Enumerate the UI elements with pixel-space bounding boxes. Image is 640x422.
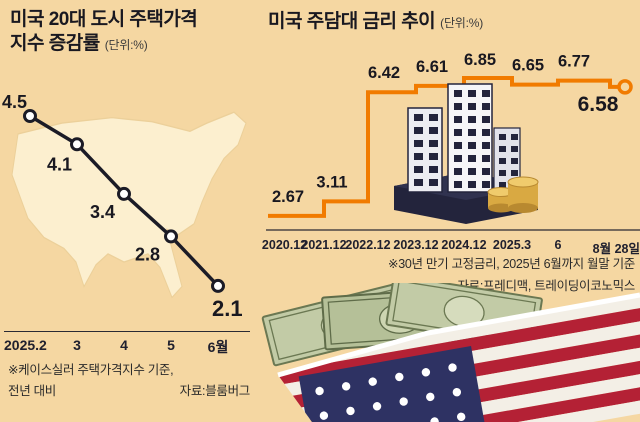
svg-text:4.5: 4.5 — [2, 92, 27, 112]
svg-text:4.1: 4.1 — [47, 154, 72, 174]
right-chart-footnote: ※30년 만기 고정금리, 2025년 6월까지 월말 기준 자료:프레디맥, … — [305, 254, 635, 298]
right-chart-title: 미국 주담대 금리 추이 (단위:%) — [268, 10, 483, 34]
svg-text:2.8: 2.8 — [135, 244, 160, 264]
svg-text:6.77: 6.77 — [558, 53, 590, 71]
left-chart-title-line2: 지수 증감률 — [10, 33, 100, 55]
mortgage-rate-step-chart: 2.67 3.11 6.42 6.61 6.85 6.65 6.77 6.58 — [266, 52, 640, 231]
svg-text:2.67: 2.67 — [272, 188, 304, 206]
left-chart-source: 자료:블룸버그 — [179, 384, 251, 399]
svg-text:3.11: 3.11 — [316, 173, 347, 191]
right-x-label: 2023.12 — [393, 238, 439, 252]
building-center — [447, 83, 493, 193]
svg-text:6.58: 6.58 — [578, 93, 619, 116]
left-chart-title-line1: 미국 20대 도시 주택가격 — [10, 9, 198, 30]
right-chart-title-text: 미국 주담대 금리 추이 — [268, 11, 436, 32]
flag-white-edge — [277, 292, 640, 378]
right-footnote-line1: ※30년 만기 고정금리, 2025년 6월까지 월말 기준 — [388, 257, 635, 271]
svg-text:2.1: 2.1 — [212, 296, 243, 321]
right-x-label: 8월 28일 — [592, 242, 640, 256]
left-footnote-line2: 전년 대비 — [8, 384, 56, 399]
right-chart-unit: (단위:%) — [440, 16, 484, 30]
right-chart-x-axis: 2020.12 2021.12 2022.12 2023.12 2024.12 2025.… — [262, 238, 640, 256]
right-x-label: 2022.12 — [345, 238, 391, 252]
svg-text:6.85: 6.85 — [464, 52, 496, 69]
right-x-label: 2025.3 — [492, 238, 532, 252]
left-x-label: 3 — [73, 337, 81, 353]
svg-text:6.61: 6.61 — [416, 58, 448, 76]
home-price-line-chart: 4.5 4.1 3.4 2.8 2.1 — [2, 92, 243, 321]
svg-text:6.65: 6.65 — [512, 57, 544, 75]
left-footnote-line1: ※케이스실러 주택가격지수 기준, — [8, 363, 174, 377]
svg-text:6.42: 6.42 — [368, 64, 400, 82]
building-left — [407, 107, 443, 193]
left-chart-axis-line — [4, 331, 250, 332]
right-x-label: 6 — [554, 238, 562, 252]
right-x-label: 2020.12 — [261, 238, 308, 252]
left-x-label: 2025.2 — [4, 337, 47, 353]
left-chart-title: 미국 20대 도시 주택가격 지수 증감률 (단위:%) — [10, 8, 198, 57]
left-chart-footnote: ※케이스실러 주택가격지수 기준, 전년 대비 자료:블룸버그 — [8, 361, 250, 400]
building-windows — [414, 90, 518, 188]
svg-text:3.4: 3.4 — [90, 202, 115, 222]
buildings-coins-illustration — [394, 83, 539, 224]
left-chart-unit: (단위:%) — [104, 38, 148, 53]
right-chart-source: 자료:프레디맥, 트레이딩이코노믹스 — [457, 278, 635, 293]
gold-coins — [487, 176, 539, 213]
left-x-label: 6월 — [207, 339, 229, 355]
left-x-label: 5 — [167, 337, 175, 353]
right-x-label: 2024.12 — [441, 238, 487, 252]
left-x-label: 4 — [120, 337, 128, 353]
left-chart-x-axis: 2025.2 3 4 5 6월 — [0, 337, 252, 355]
right-x-label: 2021.12 — [301, 238, 347, 252]
us-flag-dollars-illustration — [261, 283, 640, 422]
